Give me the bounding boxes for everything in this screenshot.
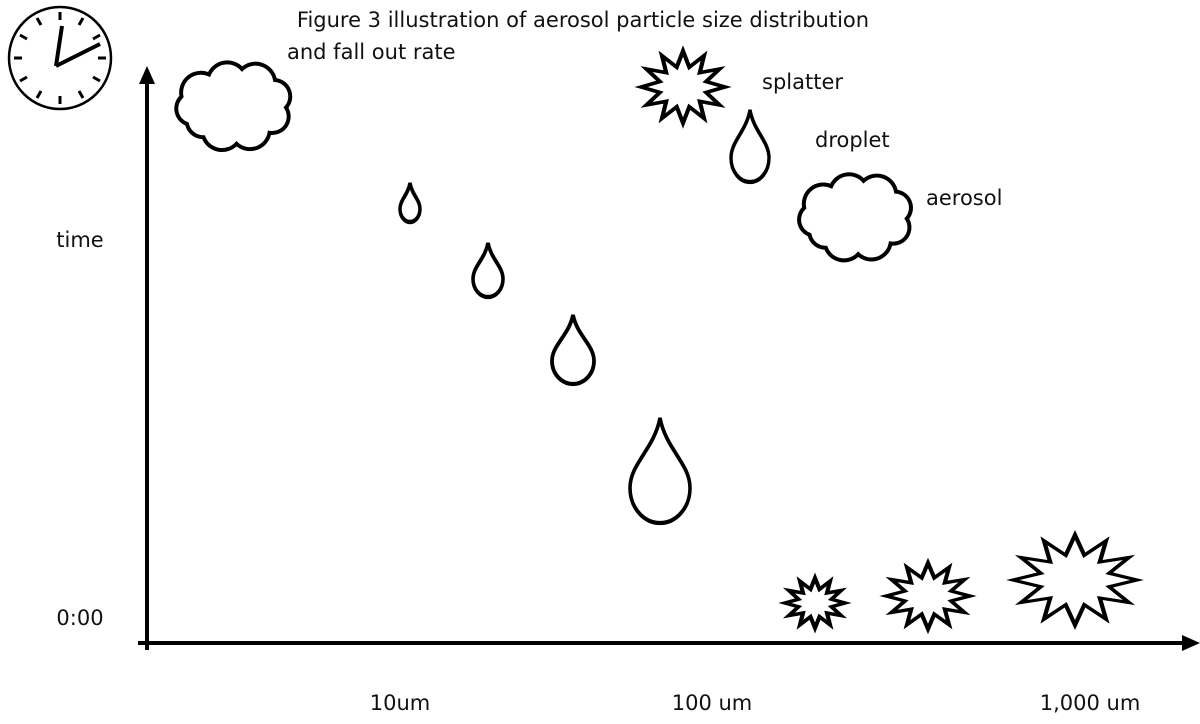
splatter — [886, 563, 970, 629]
legend-aerosol-label: aerosol — [926, 186, 1002, 210]
axes — [138, 66, 1200, 651]
legend-splatter-label: splatter — [762, 70, 843, 94]
x-axis-label: 100 um — [672, 691, 753, 715]
aerosol-cloud — [174, 60, 293, 153]
droplet — [552, 315, 594, 384]
legend-aerosol-icon — [797, 172, 913, 263]
x-axis-label: 10um — [370, 691, 431, 715]
droplet — [630, 418, 690, 523]
x-axis-label: 1,000 um — [1040, 691, 1141, 715]
title-line-1: Figure 3 illustration of aerosol particl… — [297, 8, 869, 32]
y-axis-top-label: time — [56, 228, 103, 252]
droplet — [400, 183, 420, 222]
y-axis-bottom-label: 0:00 — [56, 606, 103, 630]
splatter — [1013, 535, 1137, 625]
splatter — [785, 578, 845, 628]
clock-icon — [7, 5, 113, 111]
title-line-2: and fall out rate — [287, 40, 456, 64]
droplet — [473, 243, 503, 297]
legend-droplet-label: droplet — [815, 128, 890, 152]
legend-splatter-icon — [641, 51, 725, 123]
legend-droplet-icon — [731, 110, 769, 182]
